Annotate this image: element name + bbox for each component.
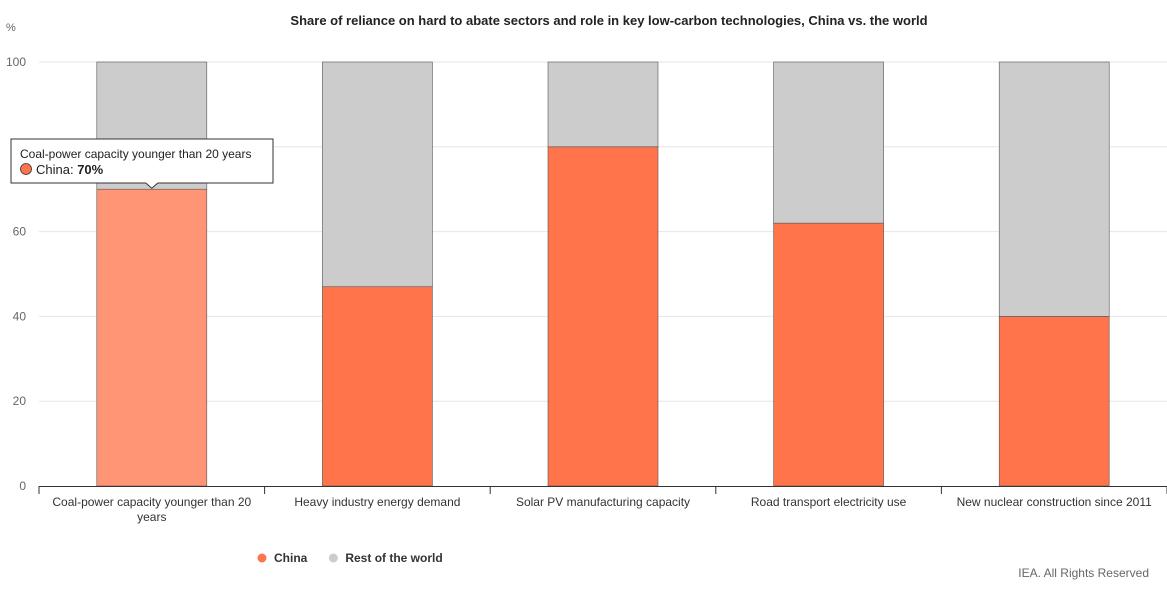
legend: China Rest of the world	[257, 551, 443, 565]
bar-rest-of-world[interactable]	[998, 61, 1110, 317]
bar-rest-of-world[interactable]	[547, 61, 659, 148]
bar-china[interactable]	[547, 146, 659, 487]
legend-item-rest-of-world[interactable]: Rest of the world	[328, 551, 443, 565]
credit-text: IEA. All Rights Reserved	[1018, 566, 1149, 580]
y-tick-label: 40	[13, 309, 27, 323]
x-tick-label: Solar PV manufacturing capacity	[516, 495, 690, 509]
legend-marker	[257, 553, 267, 563]
bar-rest-of-world[interactable]	[322, 61, 433, 288]
bar-china[interactable]	[96, 188, 208, 487]
chart-title: Share of reliance on hard to abate secto…	[290, 13, 927, 28]
y-tick-label: 20	[13, 394, 27, 408]
y-tick-label: 100	[6, 55, 26, 69]
legend-item-china[interactable]: China	[257, 551, 308, 565]
tooltip-marker	[20, 163, 32, 175]
y-tick-label: 0	[19, 479, 26, 493]
tooltip-value: China: 70%	[36, 162, 104, 177]
x-tick-label: Road transport electricity use	[751, 495, 907, 509]
y-axis: 020406080100	[6, 55, 26, 493]
legend-marker	[328, 553, 338, 563]
tooltip-category: Coal-power capacity younger than 20 year…	[20, 147, 251, 161]
tooltip: Coal-power capacity younger than 20 year…	[10, 138, 274, 189]
legend-label: China	[274, 551, 308, 565]
bar-china[interactable]	[998, 316, 1110, 487]
x-tick-label: Heavy industry energy demand	[294, 495, 460, 509]
y-tick-label: 60	[13, 225, 27, 239]
bars	[96, 61, 1110, 487]
x-tick-label: Coal-power capacity younger than 20 years	[52, 495, 251, 524]
unit-label: %	[6, 22, 16, 34]
x-axis: Coal-power capacity younger than 20 years…	[38, 486, 1167, 524]
bar-china[interactable]	[773, 222, 884, 487]
bar-rest-of-world[interactable]	[773, 61, 884, 224]
bar-china[interactable]	[322, 286, 433, 487]
x-tick-label: New nuclear construction since 2011	[957, 495, 1153, 509]
tooltip-box	[10, 138, 274, 189]
legend-label: Rest of the world	[345, 551, 442, 565]
